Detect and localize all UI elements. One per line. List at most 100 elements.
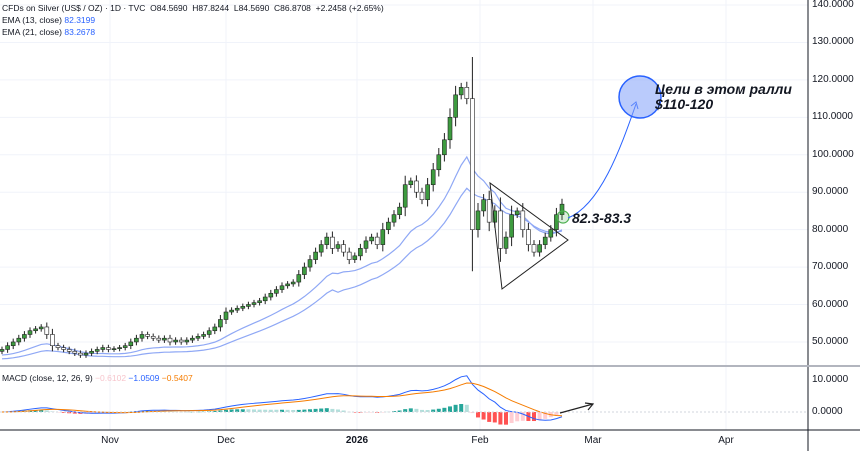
candle-body — [134, 337, 139, 343]
candle-body — [150, 336, 156, 339]
candle-body — [274, 289, 279, 294]
candle-body — [554, 214, 559, 230]
macd-histogram-bar — [369, 412, 374, 413]
candle-body — [486, 199, 492, 223]
macd-signal-value: −0.5407 — [161, 373, 193, 383]
support-zone-marker — [556, 210, 570, 224]
candle-body — [195, 336, 201, 339]
macd-histogram-bar — [61, 412, 66, 413]
macd-histogram-bar — [487, 412, 492, 422]
candle-body — [290, 281, 296, 285]
candle-body — [246, 304, 251, 307]
time-tick-label: Feb — [471, 435, 489, 446]
candle-body — [520, 210, 526, 230]
candle-body — [94, 349, 100, 352]
candle-body — [380, 229, 386, 245]
candle-body — [447, 117, 453, 141]
macd-histogram-bar — [464, 404, 469, 412]
macd-histogram-bar — [302, 409, 307, 412]
macd-histogram-bar — [554, 412, 559, 416]
candle-body — [285, 283, 290, 287]
candle-body — [218, 319, 223, 328]
time-tick-label: Apr — [718, 435, 734, 446]
macd-histogram-bar — [201, 411, 206, 413]
macd-histogram-bar — [44, 410, 49, 412]
macd-histogram-bar — [263, 409, 268, 412]
macd-histogram-bar — [274, 409, 279, 412]
macd-histogram-bar — [72, 412, 77, 414]
candle-body — [307, 259, 313, 268]
macd-value: −1.0509 — [128, 373, 160, 383]
candle-body — [38, 326, 44, 330]
candle-body — [139, 334, 145, 339]
candle-body — [363, 240, 369, 249]
candle-body — [537, 244, 542, 253]
macd-histogram-bar — [330, 408, 335, 412]
macd-histogram-bar — [95, 412, 100, 414]
macd-histogram-bar — [184, 411, 189, 413]
ema21-legend[interactable]: EMA (21, close) 83.2678 — [2, 27, 95, 37]
macd-arrowhead-icon — [584, 402, 595, 411]
candle-body — [162, 337, 167, 341]
candle-body — [318, 244, 324, 253]
candle-body — [167, 337, 173, 343]
ema21-line — [1, 187, 563, 360]
macd-histogram-bar — [380, 412, 385, 413]
candle-body — [10, 341, 16, 347]
candle-body — [531, 244, 537, 253]
candle-body — [240, 306, 246, 309]
price-tick-label: 130.0000 — [812, 36, 854, 48]
candle-body — [341, 244, 346, 253]
macd-histogram-bar — [492, 412, 497, 423]
macd-histogram-bar — [425, 410, 430, 412]
macd-legend[interactable]: MACD (close, 12, 26, 9) −0.6102 −1.0509 … — [2, 373, 193, 383]
macd-histogram-bar — [224, 409, 228, 412]
macd-histogram-bar — [319, 408, 324, 412]
time-tick-label: 2026 — [345, 435, 369, 446]
candle-body — [442, 139, 447, 156]
macd-histogram-bar — [448, 406, 452, 412]
macd-histogram-bar — [257, 409, 262, 412]
macd-label: MACD (close, 12, 26, 9) — [2, 373, 93, 383]
ema13-legend[interactable]: EMA (13, close) 82.3199 — [2, 15, 95, 25]
candle-body — [145, 334, 150, 337]
candle-body — [509, 214, 514, 238]
macd-histogram-bar — [532, 412, 536, 422]
candle-body — [514, 210, 520, 215]
candle-body — [397, 206, 402, 215]
macd-hist-value: −0.6102 — [95, 373, 127, 383]
macd-histogram-bar — [212, 411, 217, 412]
macd-histogram-bar — [173, 411, 178, 413]
target-line1: Цели в этом ралли — [655, 81, 792, 97]
candle-body — [55, 345, 61, 348]
macd-histogram-bar — [140, 410, 144, 412]
macd-histogram-bar — [324, 408, 329, 412]
macd-histogram-bar — [397, 410, 402, 412]
candle-body — [408, 180, 414, 186]
macd-histogram-bar — [252, 409, 256, 412]
macd-histogram-bar — [39, 409, 44, 412]
candle-body — [369, 236, 374, 242]
macd-histogram-bar — [498, 412, 503, 425]
macd-histogram-bar — [403, 409, 408, 412]
candle-body — [470, 98, 475, 230]
macd-histogram-bar — [240, 409, 245, 412]
candle-body — [5, 345, 10, 350]
candle-body — [313, 251, 318, 260]
candle-body — [201, 334, 206, 337]
candle-body — [111, 348, 117, 350]
ema21-value: 83.2678 — [64, 27, 96, 37]
ohlc-open: O84.5690 — [150, 3, 188, 13]
macd-tick-label: 10.0000 — [812, 374, 849, 385]
candle-body — [559, 203, 565, 215]
target-annotation: Цели в этом ралли $110-120 — [655, 82, 792, 112]
candle-body — [156, 337, 162, 341]
macd-histogram-bar — [431, 409, 436, 412]
ema21-label: EMA (21, close) — [2, 27, 62, 37]
macd-histogram-bar — [481, 412, 486, 420]
macd-histogram-bar — [459, 404, 464, 412]
time-tick-label: Dec — [217, 435, 235, 446]
macd-histogram-bar — [296, 409, 301, 412]
